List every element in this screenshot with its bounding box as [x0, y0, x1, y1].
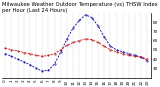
Text: Milwaukee Weather Outdoor Temperature (vs) THSW Index per Hour (Last 24 Hours): Milwaukee Weather Outdoor Temperature (v…	[2, 2, 158, 13]
